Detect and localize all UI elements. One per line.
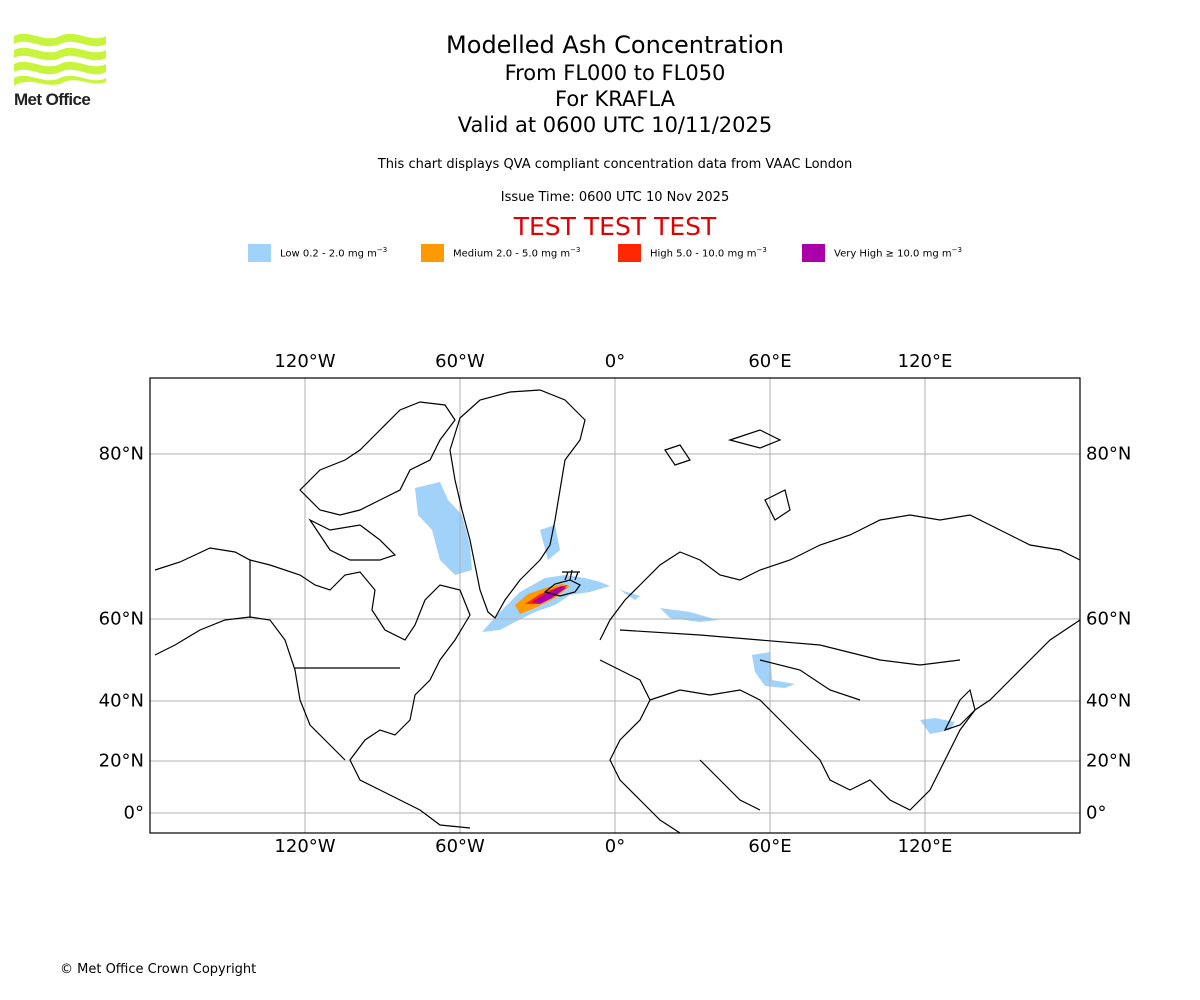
legend-item-high: High 5.0 - 10.0 mg m−3 (618, 244, 767, 262)
legend-swatch-high (618, 244, 641, 262)
legend-item-medium: Medium 2.0 - 5.0 mg m−3 (421, 244, 580, 262)
lat-tick-right-60n: 60°N (1086, 608, 1132, 630)
map-frame (149, 377, 1081, 834)
met-office-logo-text: Met Office (14, 90, 91, 109)
coastlines (154, 389, 1080, 833)
legend-label-low: Low 0.2 - 2.0 mg m (280, 248, 377, 260)
lat-tick-left-80n: 80°N (98, 443, 144, 465)
lat-tick-right-20n: 20°N (1086, 750, 1132, 772)
legend-swatch-low (248, 244, 271, 262)
chart-description: This chart displays QVA compliant concen… (377, 157, 853, 172)
legend-item-low: Low 0.2 - 2.0 mg m−3 (248, 244, 387, 262)
lon-tick-bottom-60w: 60°W (435, 836, 485, 857)
lon-tick-top-60e: 60°E (748, 351, 792, 372)
test-banner: TEST TEST TEST (513, 212, 717, 241)
met-office-logo: Met Office (14, 30, 106, 112)
chart-title-block: Modelled Ash Concentration From FL000 to… (0, 30, 1200, 138)
met-office-wave-icon (14, 33, 106, 86)
lon-tick-top-120w: 120°W (274, 351, 336, 372)
concentration-legend: Low 0.2 - 2.0 mg m−3 Medium 2.0 - 5.0 mg… (0, 244, 1200, 264)
legend-label-medium: Medium 2.0 - 5.0 mg m (453, 248, 571, 260)
lat-tick-left-20n: 20°N (98, 750, 144, 772)
copyright-notice: © Met Office Crown Copyright (60, 962, 257, 977)
lat-tick-left-60n: 60°N (98, 608, 144, 630)
lon-tick-top-60w: 60°W (435, 351, 485, 372)
lat-tick-left-0: 0° (123, 802, 144, 824)
legend-swatch-very-high (802, 244, 825, 262)
ash-very-high-concentration (532, 586, 566, 604)
lat-tick-right-80n: 80°N (1086, 443, 1132, 465)
volcano-marker-icon (562, 569, 580, 581)
lat-tick-left-40n: 40°N (98, 690, 144, 712)
legend-swatch-medium (421, 244, 444, 262)
lon-tick-bottom-120w: 120°W (274, 836, 336, 857)
lon-tick-bottom-60e: 60°E (748, 836, 792, 857)
map-gridlines (150, 378, 1080, 833)
issue-time: Issue Time: 0600 UTC 10 Nov 2025 (500, 190, 730, 205)
legend-item-very-high: Very High ≥ 10.0 mg m−3 (802, 244, 962, 262)
lat-tick-right-40n: 40°N (1086, 690, 1132, 712)
chart-title: Modelled Ash Concentration (446, 31, 784, 59)
volcano-name: For KRAFLA (555, 87, 675, 111)
flight-level-range: From FL000 to FL050 (504, 61, 726, 85)
legend-label-high: High 5.0 - 10.0 mg m (650, 248, 757, 260)
lon-tick-bottom-120e: 120°E (897, 836, 953, 857)
lon-tick-top-0: 0° (604, 351, 626, 372)
valid-time: Valid at 0600 UTC 10/11/2025 (457, 113, 773, 137)
lon-tick-bottom-0: 0° (604, 836, 626, 857)
lon-tick-top-120e: 120°E (897, 351, 953, 372)
lat-tick-right-0: 0° (1086, 802, 1107, 824)
legend-label-very-high: Very High ≥ 10.0 mg m (834, 248, 952, 260)
ash-low-concentration (415, 482, 955, 734)
